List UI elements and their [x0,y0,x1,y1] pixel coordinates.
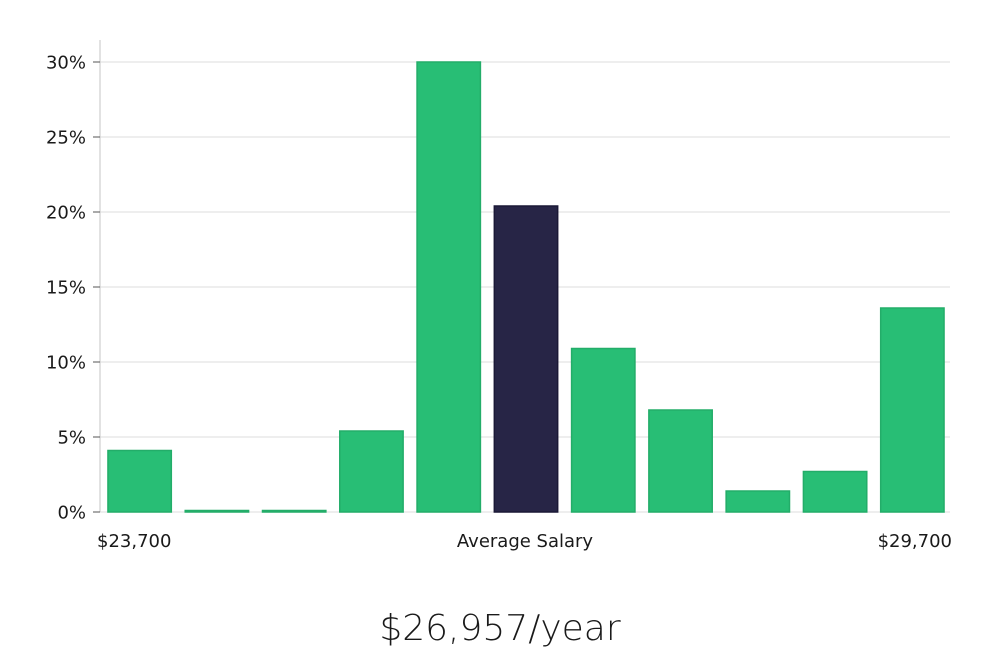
y-tick-label: 30% [46,53,86,74]
bar [725,490,791,513]
x-axis-max-label: $29,700 [878,531,952,552]
y-tick-label: 0% [57,503,86,524]
x-axis-title: Average Salary [457,531,594,552]
y-tick-label: 10% [46,353,86,374]
bar [802,470,868,513]
bar-average-salary [493,205,559,513]
bar [879,307,945,513]
bar [184,509,250,513]
y-axis-ticks: 0% 5% 10% 15% 20% 25% 30% [46,53,100,524]
bar [261,509,327,513]
y-tick-label: 15% [46,278,86,299]
y-tick-label: 5% [57,428,86,449]
bar [570,347,636,513]
bar [648,409,713,513]
bar [416,61,482,513]
bar [107,449,173,513]
bar [339,430,404,513]
average-salary-value: $26,957/year [379,608,621,649]
y-tick-label: 20% [46,203,86,224]
bars [107,61,945,513]
salary-distribution-chart: 0% 5% 10% 15% 20% 25% 30% $23,700 Average Sala… [46,40,952,552]
y-tick-label: 25% [46,128,86,149]
x-axis-min-label: $23,700 [97,531,171,552]
